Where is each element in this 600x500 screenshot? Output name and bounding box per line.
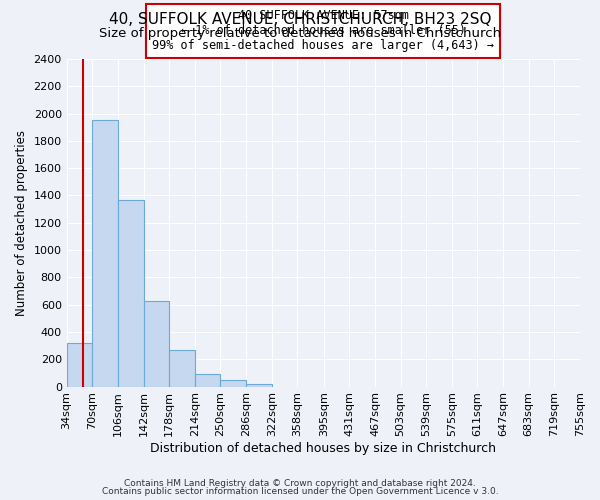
Text: Size of property relative to detached houses in Christchurch: Size of property relative to detached ho… bbox=[99, 28, 501, 40]
Bar bbox=[118, 200, 143, 386]
Text: Contains HM Land Registry data © Crown copyright and database right 2024.: Contains HM Land Registry data © Crown c… bbox=[124, 478, 476, 488]
Text: Contains public sector information licensed under the Open Government Licence v : Contains public sector information licen… bbox=[101, 487, 499, 496]
Bar bbox=[220, 380, 246, 386]
Bar bbox=[169, 350, 195, 387]
Bar bbox=[92, 120, 118, 386]
Y-axis label: Number of detached properties: Number of detached properties bbox=[15, 130, 28, 316]
Bar bbox=[143, 300, 169, 386]
Text: 40 SUFFOLK AVENUE: 57sqm
← 1% of detached houses are smaller (55)
99% of semi-de: 40 SUFFOLK AVENUE: 57sqm ← 1% of detache… bbox=[152, 10, 494, 52]
Bar bbox=[67, 343, 92, 386]
X-axis label: Distribution of detached houses by size in Christchurch: Distribution of detached houses by size … bbox=[151, 442, 496, 455]
Bar bbox=[195, 374, 220, 386]
Bar bbox=[246, 384, 272, 386]
Text: 40, SUFFOLK AVENUE, CHRISTCHURCH, BH23 2SQ: 40, SUFFOLK AVENUE, CHRISTCHURCH, BH23 2… bbox=[109, 12, 491, 28]
